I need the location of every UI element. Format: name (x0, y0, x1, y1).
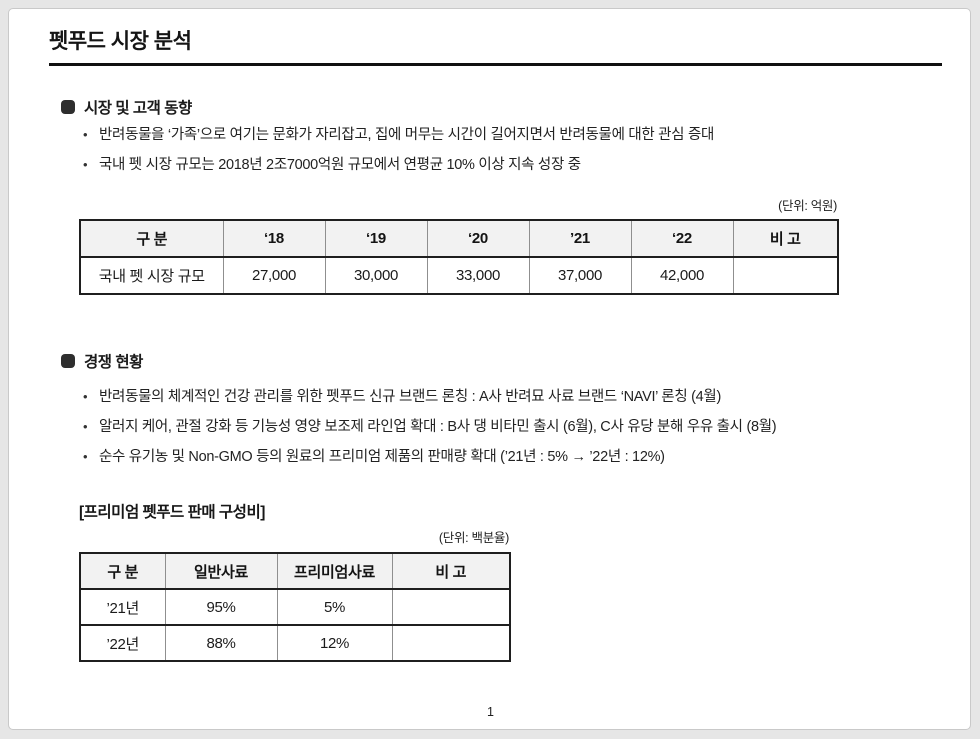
column-header: ‘19 (324, 219, 428, 258)
table-cell: 37,000 (528, 256, 632, 295)
bullet-item: 순수 유기농 및 Non-GMO 등의 원료의 프리미엄 제품의 판매량 확대 … (81, 442, 776, 472)
table-cell: 12% (276, 624, 393, 662)
column-header: 비 고 (732, 219, 839, 258)
column-header: ‘18 (222, 219, 326, 258)
table-header-row: 구 분 ‘18 ‘19 ‘20 ’21 ‘22 비 고 (79, 219, 839, 258)
section-heading-label: 경쟁 현황 (84, 354, 143, 371)
bullet-item: 알러지 케어, 관절 강화 등 기능성 영양 보조제 라인업 확대 : B사 댕… (81, 412, 777, 442)
section-heading-market-trends: 시장 및 고객 동향 (61, 96, 192, 118)
column-header: ’21 (528, 219, 632, 258)
title-divider (49, 63, 942, 66)
column-header: 구 분 (79, 219, 224, 258)
market-trends-bullet-list: 반려동물을 ‘가족’으로 여기는 문화가 자리잡고, 집에 머무는 시간이 길어… (81, 120, 714, 180)
table-cell: 국내 펫 시장 규모 (79, 256, 224, 295)
column-header: ‘22 (630, 219, 734, 258)
table-cell: 95% (164, 588, 278, 626)
premium-composition-table: 구 분 일반사료 프리미엄사료 비 고 ’21년 95% 5% ’22년 88%… (79, 552, 511, 662)
column-header: ‘20 (426, 219, 530, 258)
table-cell: 5% (276, 588, 393, 626)
square-bullet-icon (61, 100, 75, 114)
table-row: ’22년 88% 12% (79, 624, 511, 662)
table-cell (391, 588, 511, 626)
table-header-row: 구 분 일반사료 프리미엄사료 비 고 (79, 552, 511, 590)
page-number: 1 (487, 705, 494, 719)
unit-label-market-table: (단위: 억원) (778, 199, 837, 213)
bullet-item: 반려동물의 체계적인 건강 관리를 위한 펫푸드 신규 브랜드 론칭 : A사 … (81, 382, 776, 412)
table-cell: ’22년 (79, 624, 166, 662)
unit-label-premium-table: (단위: 백분율) (438, 531, 509, 545)
subtable-title: [프리미엄 펫푸드 판매 구성비] (79, 504, 265, 521)
document-page: 펫푸드 시장 분석 시장 및 고객 동향 반려동물을 ‘가족’으로 여기는 문화… (8, 8, 971, 730)
square-bullet-icon (61, 354, 75, 368)
column-header: 비 고 (391, 552, 511, 590)
competition-bullet-list: 반려동물의 체계적인 건강 관리를 위한 펫푸드 신규 브랜드 론칭 : A사 … (81, 382, 777, 472)
table-cell: 42,000 (630, 256, 734, 295)
table-cell: 33,000 (426, 256, 530, 295)
table-cell: 88% (164, 624, 278, 662)
table-cell (732, 256, 839, 295)
section-heading-label: 시장 및 고객 동향 (84, 100, 192, 117)
column-header: 일반사료 (164, 552, 278, 590)
page-title: 펫푸드 시장 분석 (49, 30, 192, 53)
table-cell: 27,000 (222, 256, 326, 295)
table-cell: ’21년 (79, 588, 166, 626)
market-size-table: 구 분 ‘18 ‘19 ‘20 ’21 ‘22 비 고 국내 펫 시장 규모 2… (79, 219, 839, 295)
bullet-item: 국내 펫 시장 규모는 2018년 2조7000억원 규모에서 연평균 10% … (81, 150, 714, 180)
table-row: 국내 펫 시장 규모 27,000 30,000 33,000 37,000 4… (79, 256, 839, 295)
section-heading-competition: 경쟁 현황 (61, 350, 143, 372)
column-header: 구 분 (79, 552, 166, 590)
table-cell (391, 624, 511, 662)
column-header: 프리미엄사료 (276, 552, 393, 590)
bullet-item: 반려동물을 ‘가족’으로 여기는 문화가 자리잡고, 집에 머무는 시간이 길어… (81, 120, 714, 150)
table-cell: 30,000 (324, 256, 428, 295)
table-row: ’21년 95% 5% (79, 588, 511, 626)
